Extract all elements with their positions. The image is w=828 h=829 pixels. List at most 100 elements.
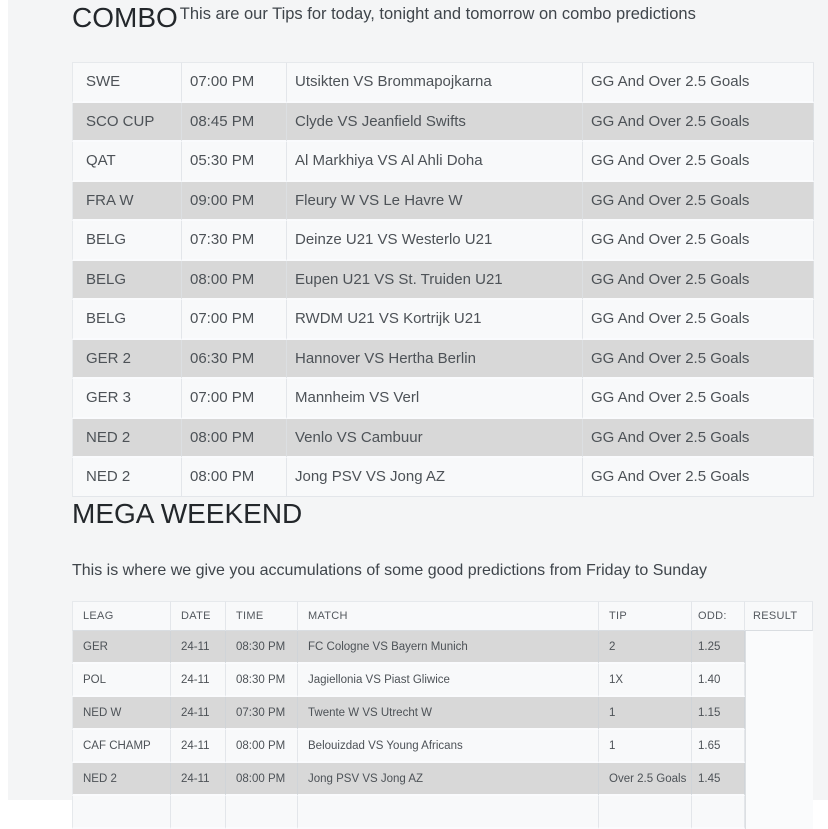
tip-cell: GG And Over 2.5 Goals — [583, 221, 814, 261]
match-cell: Deinze U21 VS Westerlo U21 — [287, 221, 583, 261]
table-row-partial — [72, 796, 813, 829]
odd-cell: 1.40 — [692, 664, 745, 697]
match-cell: Belouizdad VS Young Africans — [298, 730, 599, 763]
tip-cell: GG And Over 2.5 Goals — [583, 458, 814, 497]
column-header-league: LEAG — [72, 601, 171, 631]
table-row: SWE 07:00 PM Utsikten VS Brommapojkarna … — [72, 62, 814, 103]
time-cell: 08:00 PM — [226, 763, 298, 796]
table-row: POL 24-11 08:30 PM Jagiellonia VS Piast … — [72, 664, 813, 697]
tip-cell: GG And Over 2.5 Goals — [583, 300, 814, 340]
league-cell: NED 2 — [72, 763, 171, 796]
mega-weekend-title: MEGA WEEKEND — [72, 498, 303, 529]
tip-cell: 1 — [599, 697, 692, 730]
table-row: NED 2 08:00 PM Venlo VS Cambuur GG And O… — [72, 418, 814, 458]
league-cell: BELG — [72, 260, 182, 300]
mega-header-row: LEAG DATE TIME MATCH TIP ODD: RESULT — [72, 601, 813, 631]
combo-title: COMBO — [72, 2, 178, 33]
table-row: CAF CHAMP 24-11 08:00 PM Belouizdad VS Y… — [72, 730, 813, 763]
time-cell: 08:45 PM — [182, 102, 287, 142]
time-cell: 07:00 PM — [182, 379, 287, 419]
table-row: FRA W 09:00 PM Fleury W VS Le Havre W GG… — [72, 181, 814, 221]
match-cell: Twente W VS Utrecht W — [298, 697, 599, 730]
league-cell: GER 3 — [72, 379, 182, 419]
column-header-odd: ODD: — [692, 601, 745, 631]
league-cell: GER — [72, 631, 171, 664]
league-cell: BELG — [72, 221, 182, 261]
column-header-result: RESULT — [745, 601, 813, 631]
tip-cell: GG And Over 2.5 Goals — [583, 102, 814, 142]
mega-table-body: GER 24-11 08:30 PM FC Cologne VS Bayern … — [72, 631, 813, 829]
page-left-margin — [0, 0, 8, 800]
mega-weekend-subtitle: This is where we give you accumulations … — [72, 562, 707, 579]
time-cell: 08:30 PM — [226, 631, 298, 664]
odd-cell: 1.15 — [692, 697, 745, 730]
date-cell: 24-11 — [171, 730, 226, 763]
time-cell: 08:00 PM — [182, 458, 287, 497]
league-cell: NED 2 — [72, 418, 182, 458]
league-cell: SWE — [72, 62, 182, 103]
league-cell: NED W — [72, 697, 171, 730]
time-cell: 07:00 PM — [182, 62, 287, 103]
column-header-time: TIME — [226, 601, 298, 631]
date-cell: 24-11 — [171, 631, 226, 664]
league-cell: FRA W — [72, 181, 182, 221]
match-cell: Al Markhiya VS Al Ahli Doha — [287, 142, 583, 182]
column-header-date: DATE — [171, 601, 226, 631]
mega-table-head: LEAG DATE TIME MATCH TIP ODD: RESULT — [72, 601, 813, 631]
table-row: SCO CUP 08:45 PM Clyde VS Jeanfield Swif… — [72, 102, 814, 142]
tip-cell: 2 — [599, 631, 692, 664]
table-row: BELG 08:00 PM Eupen U21 VS St. Truiden U… — [72, 260, 814, 300]
match-cell: Jagiellonia VS Piast Gliwice — [298, 664, 599, 697]
table-row: BELG 07:30 PM Deinze U21 VS Westerlo U21… — [72, 221, 814, 261]
league-cell: BELG — [72, 300, 182, 340]
tip-cell: GG And Over 2.5 Goals — [583, 62, 814, 103]
league-cell: NED 2 — [72, 458, 182, 497]
table-row: NED W 24-11 07:30 PM Twente W VS Utrecht… — [72, 697, 813, 730]
tip-cell: GG And Over 2.5 Goals — [583, 142, 814, 182]
match-cell: Mannheim VS Verl — [287, 379, 583, 419]
match-cell: RWDM U21 VS Kortrijk U21 — [287, 300, 583, 340]
league-cell: POL — [72, 664, 171, 697]
tip-cell: 1X — [599, 664, 692, 697]
combo-predictions-table: SWE 07:00 PM Utsikten VS Brommapojkarna … — [72, 62, 814, 497]
combo-subtitle: This are our Tips for today, tonight and… — [179, 5, 696, 23]
odd-cell: 1.45 — [692, 763, 745, 796]
tip-cell: 1 — [599, 730, 692, 763]
date-cell: 24-11 — [171, 664, 226, 697]
table-row: GER 3 07:00 PM Mannheim VS Verl GG And O… — [72, 379, 814, 419]
tip-cell: GG And Over 2.5 Goals — [583, 181, 814, 221]
mega-weekend-table: LEAG DATE TIME MATCH TIP ODD: RESULT GER… — [72, 601, 813, 829]
time-cell: 07:00 PM — [182, 300, 287, 340]
table-row: GER 24-11 08:30 PM FC Cologne VS Bayern … — [72, 631, 813, 664]
tip-cell: GG And Over 2.5 Goals — [583, 418, 814, 458]
match-cell: FC Cologne VS Bayern Munich — [298, 631, 599, 664]
tip-cell: GG And Over 2.5 Goals — [583, 379, 814, 419]
time-cell: 07:30 PM — [226, 697, 298, 730]
date-cell: 24-11 — [171, 697, 226, 730]
table-row: GER 2 06:30 PM Hannover VS Hertha Berlin… — [72, 339, 814, 379]
league-cell: GER 2 — [72, 339, 182, 379]
table-row: NED 2 24-11 08:00 PM Jong PSV VS Jong AZ… — [72, 763, 813, 796]
odd-cell: 1.25 — [692, 631, 745, 664]
combo-table-body: SWE 07:00 PM Utsikten VS Brommapojkarna … — [72, 62, 814, 497]
result-cell — [745, 697, 813, 730]
tip-cell: GG And Over 2.5 Goals — [583, 339, 814, 379]
time-cell: 08:00 PM — [226, 730, 298, 763]
time-cell: 07:30 PM — [182, 221, 287, 261]
time-cell: 06:30 PM — [182, 339, 287, 379]
table-row: NED 2 08:00 PM Jong PSV VS Jong AZ GG An… — [72, 458, 814, 497]
match-cell: Fleury W VS Le Havre W — [287, 181, 583, 221]
predictions-page: COMBO This are our Tips for today, tonig… — [8, 0, 828, 829]
league-cell: CAF CHAMP — [72, 730, 171, 763]
match-cell: Hannover VS Hertha Berlin — [287, 339, 583, 379]
result-cell — [745, 631, 813, 664]
match-cell: Utsikten VS Brommapojkarna — [287, 62, 583, 103]
league-cell: SCO CUP — [72, 102, 182, 142]
time-cell: 05:30 PM — [182, 142, 287, 182]
match-cell: Jong PSV VS Jong AZ — [298, 763, 599, 796]
league-cell: QAT — [72, 142, 182, 182]
match-cell: Venlo VS Cambuur — [287, 418, 583, 458]
table-row: BELG 07:00 PM RWDM U21 VS Kortrijk U21 G… — [72, 300, 814, 340]
column-header-tip: TIP — [599, 601, 692, 631]
time-cell: 08:00 PM — [182, 260, 287, 300]
